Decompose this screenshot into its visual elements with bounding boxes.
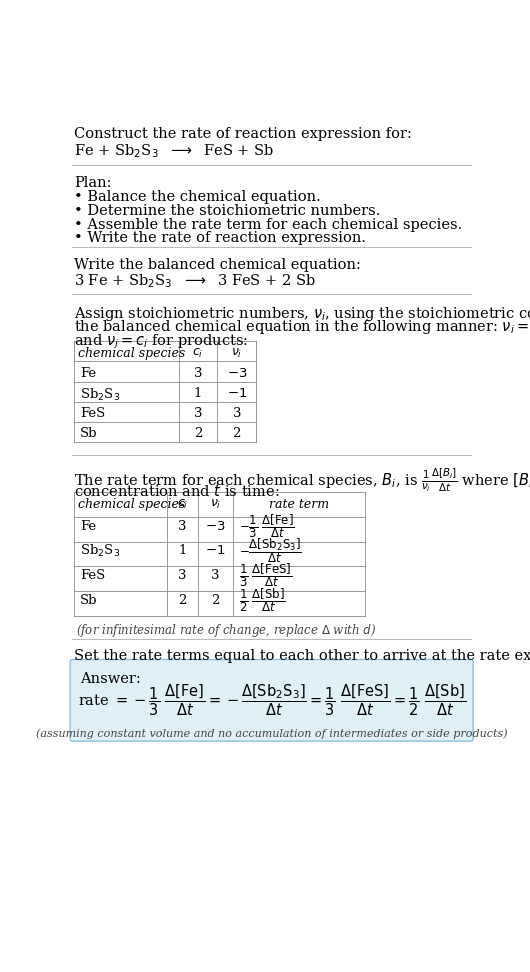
Text: Sb$_2$S$_3$: Sb$_2$S$_3$ [80,387,120,403]
Text: Sb: Sb [80,427,98,440]
FancyBboxPatch shape [70,659,473,741]
Text: 3: 3 [211,569,220,582]
Text: and $\nu_i = c_i$ for products:: and $\nu_i = c_i$ for products: [74,332,248,350]
Text: 1: 1 [178,544,187,557]
Text: Answer:: Answer: [80,672,141,686]
Text: $-1$: $-1$ [205,544,226,557]
Text: 3: 3 [194,407,202,420]
Text: the balanced chemical equation in the following manner: $\nu_i = -c_i$ for react: the balanced chemical equation in the fo… [74,319,530,336]
Text: FeS: FeS [80,407,105,420]
Text: 2: 2 [233,427,241,440]
Text: FeS: FeS [80,569,105,582]
Text: The rate term for each chemical species, $B_i$, is $\frac{1}{\nu_i}\frac{\Delta[: The rate term for each chemical species,… [74,467,530,494]
Text: $c_i$: $c_i$ [177,498,188,511]
Text: Sb: Sb [80,594,98,607]
Text: • Balance the chemical equation.: • Balance the chemical equation. [74,190,321,204]
Text: $-3$: $-3$ [205,520,226,533]
Text: rate $= -\dfrac{1}{3}\ \dfrac{\Delta[\mathrm{Fe}]}{\Delta t} = -\dfrac{\Delta[\m: rate $= -\dfrac{1}{3}\ \dfrac{\Delta[\ma… [77,682,466,718]
Text: Assign stoichiometric numbers, $\nu_i$, using the stoichiometric coefficients, $: Assign stoichiometric numbers, $\nu_i$, … [74,304,530,323]
Text: $c_i$: $c_i$ [192,347,204,360]
Text: • Write the rate of reaction expression.: • Write the rate of reaction expression. [74,231,366,245]
Text: 3: 3 [178,569,187,582]
Text: $\nu_i$: $\nu_i$ [231,347,242,360]
Text: 3 Fe + Sb$_2$S$_3$  $\longrightarrow$  3 FeS + 2 Sb: 3 Fe + Sb$_2$S$_3$ $\longrightarrow$ 3 F… [74,272,316,290]
Text: 2: 2 [194,427,202,440]
Text: 3: 3 [194,366,202,380]
Text: (assuming constant volume and no accumulation of intermediates or side products): (assuming constant volume and no accumul… [36,729,507,740]
Text: Construct the rate of reaction expression for:: Construct the rate of reaction expressio… [74,127,412,141]
Text: • Assemble the rate term for each chemical species.: • Assemble the rate term for each chemic… [74,218,462,231]
Text: 2: 2 [178,594,187,607]
Text: Fe: Fe [80,520,96,533]
Text: 2: 2 [211,594,219,607]
Text: rate term: rate term [269,498,329,511]
Text: Plan:: Plan: [74,176,111,190]
Text: $-\dfrac{1}{3}\ \dfrac{\Delta[\mathrm{Fe}]}{\Delta t}$: $-\dfrac{1}{3}\ \dfrac{\Delta[\mathrm{Fe… [239,512,295,540]
Text: $\dfrac{1}{2}\ \dfrac{\Delta[\mathrm{Sb}]}{\Delta t}$: $\dfrac{1}{2}\ \dfrac{\Delta[\mathrm{Sb}… [239,586,286,614]
Text: (for infinitesimal rate of change, replace $\Delta$ with $d$): (for infinitesimal rate of change, repla… [76,622,376,639]
Text: concentration and $t$ is time:: concentration and $t$ is time: [74,483,279,500]
Text: $\dfrac{1}{3}\ \dfrac{\Delta[\mathrm{FeS}]}{\Delta t}$: $\dfrac{1}{3}\ \dfrac{\Delta[\mathrm{FeS… [239,562,293,589]
Text: 1: 1 [194,387,202,399]
Text: 3: 3 [178,520,187,533]
Text: chemical species: chemical species [78,347,185,360]
Text: • Determine the stoichiometric numbers.: • Determine the stoichiometric numbers. [74,204,381,218]
Text: Sb$_2$S$_3$: Sb$_2$S$_3$ [80,543,120,559]
Text: Write the balanced chemical equation:: Write the balanced chemical equation: [74,258,361,271]
Text: chemical species: chemical species [78,498,185,511]
Text: Set the rate terms equal to each other to arrive at the rate expression:: Set the rate terms equal to each other t… [74,649,530,664]
Text: $-3$: $-3$ [226,366,247,380]
Text: Fe: Fe [80,366,96,380]
Text: $\nu_i$: $\nu_i$ [210,498,221,511]
Text: Fe + Sb$_2$S$_3$  $\longrightarrow$  FeS + Sb: Fe + Sb$_2$S$_3$ $\longrightarrow$ FeS +… [74,142,274,159]
Text: 3: 3 [233,407,241,420]
Text: $-\dfrac{\Delta[\mathrm{Sb_2S_3}]}{\Delta t}$: $-\dfrac{\Delta[\mathrm{Sb_2S_3}]}{\Delt… [239,537,302,566]
Text: $-1$: $-1$ [226,387,247,399]
